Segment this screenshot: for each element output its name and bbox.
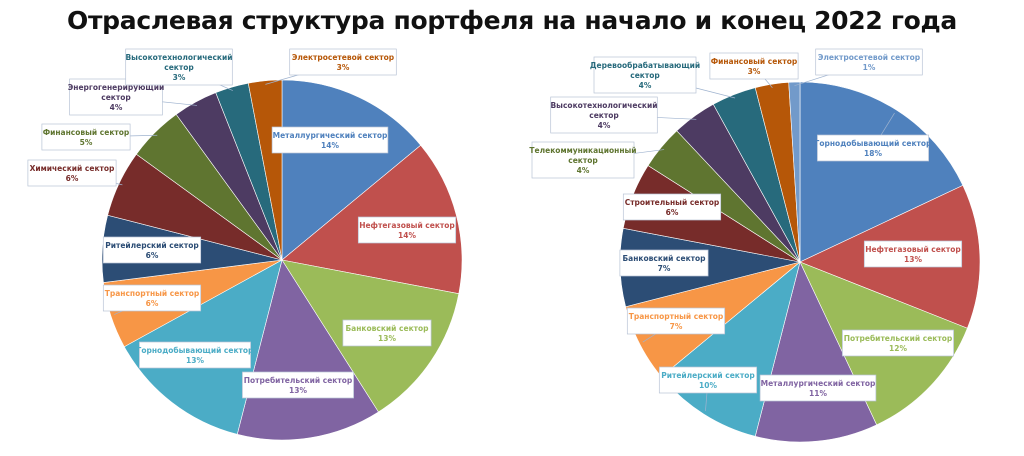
slice-category-label: Горнодобывающий сектор	[137, 346, 254, 355]
slice-category-label: Телекоммуникационный	[529, 146, 636, 155]
slice-percent-label: 10%	[699, 381, 717, 390]
slice-category-label: Финансовый сектор	[43, 128, 130, 137]
slice-percent-label: 6%	[66, 174, 79, 183]
slice-percent-label: 3%	[337, 63, 350, 72]
slice-percent-label: 6%	[666, 208, 679, 217]
slice-category-label: Энергогенерирующий	[68, 83, 164, 92]
slice-category-label: Электросетевой сектор	[818, 53, 921, 62]
slice-category-label: Горнодобывающий сектор	[815, 139, 932, 148]
slice-percent-label: 18%	[864, 149, 882, 158]
pie-slice	[247, 79, 283, 261]
slice-category-label: Ритейлерский сектор	[661, 371, 755, 380]
slice-category-label: Финансовый сектор	[711, 57, 798, 66]
slice-percent-label: 7%	[658, 264, 671, 273]
slice-percent-label: 1%	[863, 63, 876, 72]
slice-category-label: сектор	[101, 93, 131, 102]
slice-percent-label: 6%	[146, 299, 159, 308]
slice-percent-label: 5%	[80, 138, 93, 147]
slice-percent-label: 11%	[809, 389, 827, 398]
slice-category-label: Банковский сектор	[345, 324, 429, 333]
slice-percent-label: 13%	[186, 356, 204, 365]
slice-percent-label: 4%	[639, 81, 652, 90]
slice-percent-label: 3%	[748, 67, 761, 76]
pie-slice	[788, 81, 801, 263]
slice-percent-label: 4%	[577, 166, 590, 175]
slice-category-label: Химический сектор	[30, 164, 115, 173]
pie-slice	[281, 79, 422, 261]
slice-percent-label: 13%	[378, 334, 396, 343]
slice-percent-label: 14%	[321, 141, 339, 150]
chart-title: Отраслевая структура портфеля на начало …	[67, 6, 957, 35]
slice-category-label: сектор	[164, 63, 194, 72]
slice-category-label: Строительный сектор	[625, 198, 720, 207]
slice-category-label: Нефтегазовый сектор	[359, 221, 455, 230]
slice-category-label: Потребительский сектор	[844, 334, 953, 343]
slice-category-label: Транспортный сектор	[105, 289, 200, 298]
slice-category-label: сектор	[589, 111, 619, 120]
slice-category-label: Электросетевой сектор	[292, 53, 395, 62]
slice-category-label: Банковский сектор	[622, 254, 706, 263]
slice-category-label: Потребительский сектор	[244, 376, 353, 385]
slice-category-label: сектор	[630, 71, 660, 80]
slice-percent-label: 14%	[398, 231, 416, 240]
slice-category-label: Высокотехнологический	[125, 53, 232, 62]
slice-category-label: Нефтегазовый сектор	[865, 245, 961, 254]
slice-category-label: Высокотехнологический	[550, 101, 657, 110]
slice-percent-label: 4%	[598, 121, 611, 130]
slice-category-label: Ритейлерский сектор	[105, 241, 199, 250]
slice-percent-label: 4%	[110, 103, 123, 112]
slice-category-label: Транспортный сектор	[629, 312, 724, 321]
slice-percent-label: 6%	[146, 251, 159, 260]
pie-slice	[799, 81, 964, 263]
slice-category-label: Металлургический сектор	[761, 379, 876, 388]
slice-category-label: сектор	[568, 156, 598, 165]
slice-category-label: Металлургический сектор	[273, 131, 388, 140]
slice-percent-label: 13%	[289, 386, 307, 395]
slice-percent-label: 13%	[904, 255, 922, 264]
slice-percent-label: 12%	[889, 344, 907, 353]
slice-percent-label: 7%	[670, 322, 683, 331]
slice-percent-label: 3%	[173, 73, 186, 82]
slice-category-label: Деревообрабатывающий	[590, 61, 700, 70]
